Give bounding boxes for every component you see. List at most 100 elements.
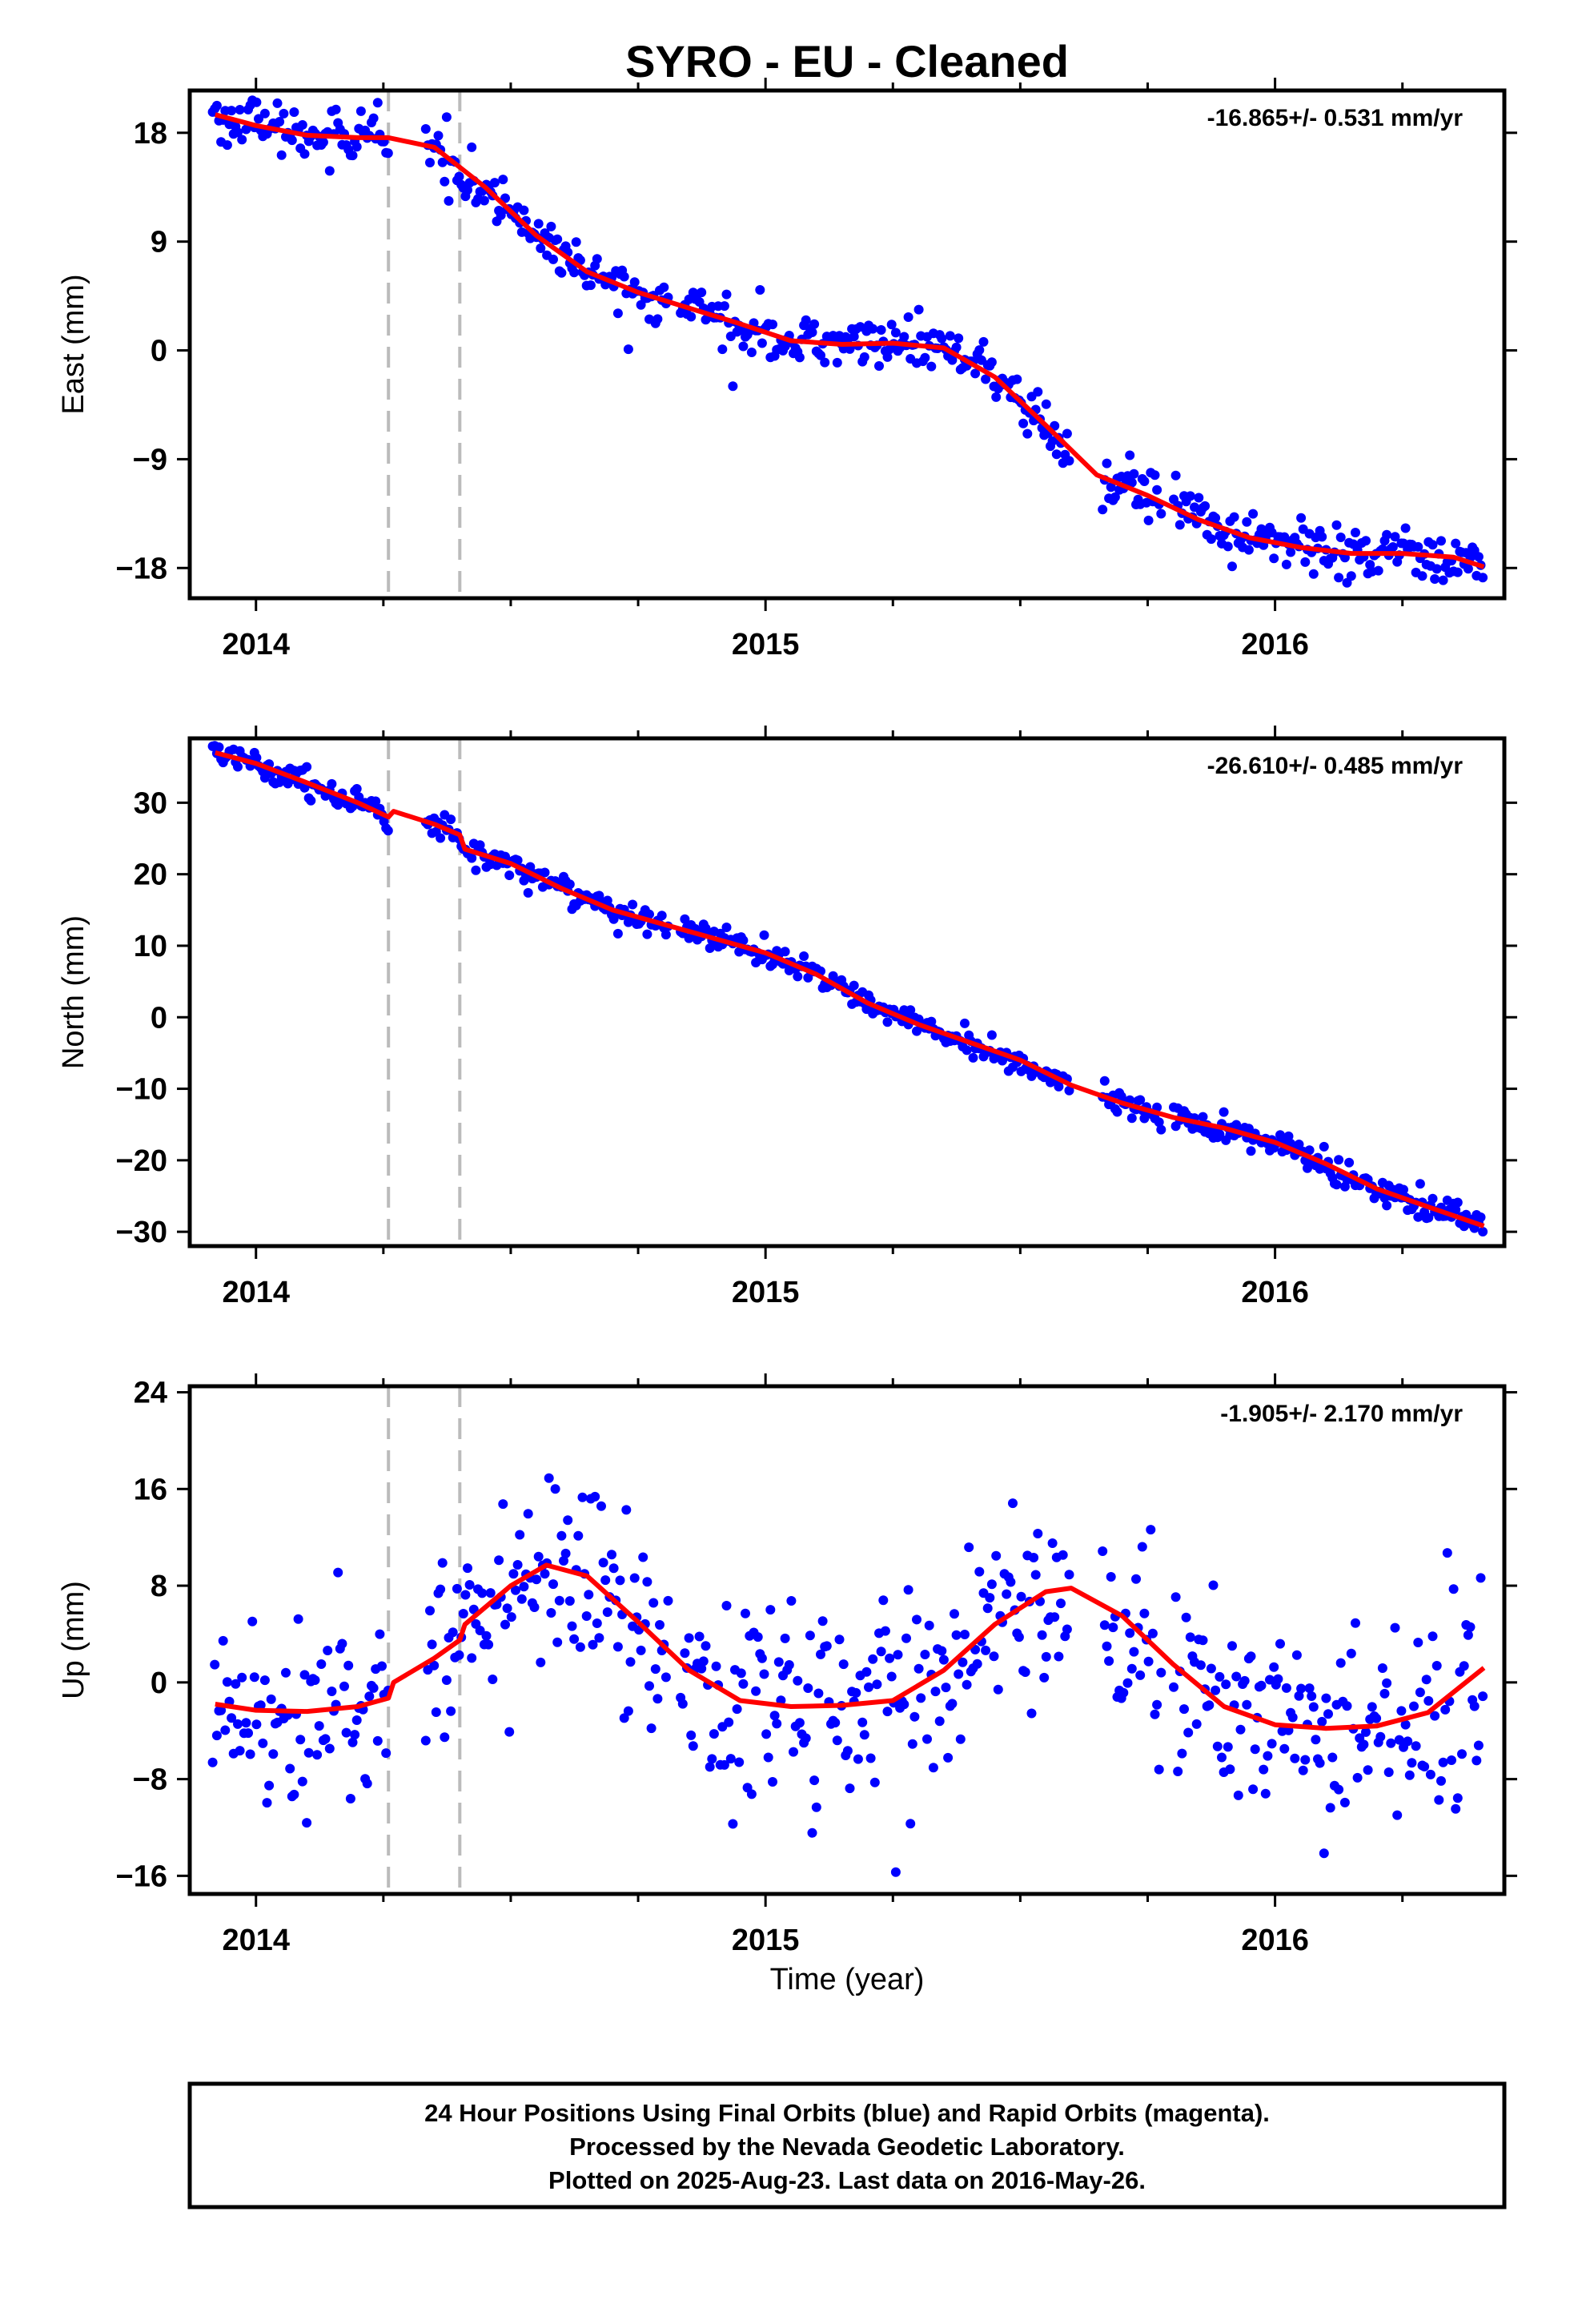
data-point: [425, 1606, 435, 1615]
data-point: [1439, 1758, 1448, 1767]
data-point: [701, 1641, 711, 1651]
data-point: [738, 342, 748, 352]
data-point: [1008, 1498, 1018, 1508]
data-point: [1334, 1155, 1343, 1164]
data-point: [1464, 564, 1473, 573]
data-point: [872, 1679, 881, 1689]
data-point: [515, 1530, 524, 1540]
data-point: [582, 1611, 592, 1621]
east-panel: −18−909182014 2015 2016East (mm)-16.865+/-…: [57, 78, 1517, 661]
data-point: [1223, 1742, 1233, 1751]
data-point: [1248, 509, 1258, 519]
data-point: [241, 1718, 251, 1727]
data-point: [1179, 1704, 1189, 1714]
data-point: [922, 1735, 932, 1744]
data-point: [954, 1670, 963, 1679]
data-point: [219, 1636, 228, 1646]
data-point: [563, 1515, 572, 1525]
data-point: [1443, 1548, 1452, 1558]
data-point: [223, 1677, 232, 1687]
data-point: [868, 1655, 877, 1664]
data-point: [1282, 560, 1291, 569]
data-point: [901, 1634, 911, 1643]
data-point: [532, 1574, 541, 1584]
data-point: [275, 117, 284, 127]
data-point: [544, 1474, 554, 1483]
data-point: [1286, 548, 1295, 557]
data-point: [356, 107, 366, 116]
data-point: [881, 1626, 890, 1636]
data-point: [331, 105, 341, 115]
data-point: [488, 1675, 497, 1684]
data-point: [613, 929, 623, 939]
y-tick-label: 16: [134, 1473, 167, 1506]
data-point: [1300, 1755, 1310, 1765]
data-point: [311, 1675, 320, 1685]
y-tick-label: 30: [134, 786, 167, 820]
data-point: [987, 1579, 997, 1589]
data-point: [434, 131, 444, 140]
data-point: [1336, 1659, 1346, 1668]
rate-label: -26.610+/- 0.485 mm/yr: [1207, 753, 1464, 779]
data-point: [513, 1560, 523, 1570]
data-point: [747, 1789, 757, 1799]
data-point: [1426, 1770, 1435, 1779]
data-point: [987, 1031, 997, 1040]
data-point: [273, 99, 283, 108]
data-point: [616, 1575, 625, 1585]
data-point: [908, 1739, 917, 1749]
data-point: [247, 1617, 257, 1626]
data-point: [1409, 1702, 1419, 1711]
data-point: [325, 1744, 335, 1754]
data-point: [628, 900, 637, 910]
data-point: [233, 762, 243, 772]
data-point: [1006, 1578, 1015, 1587]
data-point: [1367, 1702, 1377, 1711]
x-tick-label: 2014: [222, 628, 290, 661]
data-point: [1156, 1125, 1166, 1135]
data-point: [246, 1750, 255, 1759]
data-point: [1453, 1198, 1463, 1208]
data-point: [1186, 1632, 1195, 1642]
data-point: [1039, 1673, 1049, 1683]
data-point: [1380, 1689, 1390, 1699]
data-point: [1056, 1598, 1066, 1608]
footer-line-1: 24 Hour Positions Using Final Orbits (bl…: [424, 2099, 1270, 2127]
data-point: [874, 361, 884, 371]
data-point: [885, 1654, 894, 1663]
data-point: [695, 1632, 705, 1642]
data-point: [215, 742, 224, 752]
data-point: [1240, 1676, 1250, 1686]
data-point: [638, 1553, 648, 1562]
data-point: [212, 101, 222, 111]
data-point: [1127, 1113, 1137, 1123]
data-point: [1138, 1542, 1147, 1552]
data-point: [1300, 557, 1310, 567]
data-point: [939, 1655, 949, 1665]
data-point: [442, 112, 452, 122]
x-tick-label: 2015: [732, 1276, 800, 1309]
data-point: [484, 1640, 493, 1650]
data-point: [1263, 1751, 1272, 1761]
data-point: [530, 1602, 540, 1612]
data-point: [250, 1672, 259, 1682]
data-point: [1413, 1638, 1423, 1647]
data-point: [534, 219, 544, 228]
data-point: [909, 1712, 919, 1722]
data-point: [1217, 1753, 1227, 1763]
data-point: [1022, 429, 1032, 439]
data-point: [1332, 521, 1342, 530]
data-point: [1156, 1668, 1166, 1678]
data-point: [985, 1593, 994, 1602]
data-point: [613, 308, 623, 318]
data-point: [1478, 1691, 1488, 1701]
data-point: [524, 1509, 533, 1518]
data-point: [1113, 1108, 1122, 1117]
data-point: [904, 1585, 913, 1594]
data-point: [1269, 1663, 1279, 1672]
data-point: [1319, 1848, 1329, 1858]
data-point: [845, 1783, 855, 1793]
data-point: [642, 1577, 652, 1586]
model-fit-line: [215, 1565, 1484, 1728]
data-point: [764, 1753, 773, 1763]
